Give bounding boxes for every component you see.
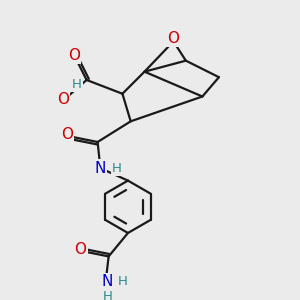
Text: H: H: [102, 290, 112, 300]
Text: H: H: [72, 78, 82, 91]
Text: O: O: [57, 92, 69, 107]
Text: H: H: [112, 162, 122, 175]
Text: O: O: [167, 31, 179, 46]
Text: N: N: [102, 274, 113, 289]
Text: H: H: [118, 275, 128, 288]
Text: N: N: [95, 161, 106, 176]
Text: O: O: [61, 127, 73, 142]
Text: O: O: [74, 242, 86, 257]
Text: O: O: [68, 48, 80, 63]
